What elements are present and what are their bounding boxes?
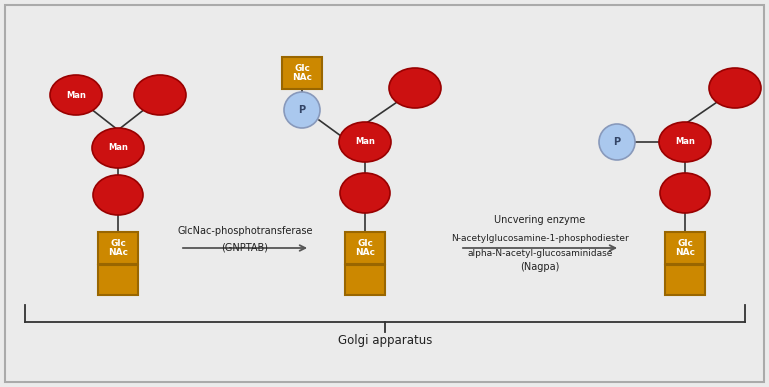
Text: Glc
NAc: Glc NAc (355, 239, 375, 257)
Text: alpha-N-acetyl-glucosaminidase: alpha-N-acetyl-glucosaminidase (468, 249, 613, 258)
Ellipse shape (50, 75, 102, 115)
Ellipse shape (134, 75, 186, 115)
FancyBboxPatch shape (345, 265, 385, 295)
FancyBboxPatch shape (282, 57, 322, 89)
Ellipse shape (92, 128, 144, 168)
Circle shape (599, 124, 635, 160)
Ellipse shape (660, 173, 710, 213)
FancyBboxPatch shape (98, 265, 138, 295)
Text: (Nagpa): (Nagpa) (521, 262, 560, 272)
Text: Man: Man (675, 137, 695, 147)
Text: Man: Man (355, 137, 375, 147)
Text: Glc
NAc: Glc NAc (108, 239, 128, 257)
Ellipse shape (389, 68, 441, 108)
Ellipse shape (340, 173, 390, 213)
Ellipse shape (709, 68, 761, 108)
FancyBboxPatch shape (345, 232, 385, 264)
Text: P: P (614, 137, 621, 147)
Text: N-acetylglucosamine-1-phosphodiester: N-acetylglucosamine-1-phosphodiester (451, 234, 629, 243)
FancyBboxPatch shape (665, 265, 705, 295)
Text: Glc
NAc: Glc NAc (675, 239, 695, 257)
FancyBboxPatch shape (665, 232, 705, 264)
Circle shape (284, 92, 320, 128)
Ellipse shape (659, 122, 711, 162)
Text: P: P (298, 105, 305, 115)
FancyBboxPatch shape (98, 232, 138, 264)
Text: Man: Man (66, 91, 86, 99)
Text: (GNPTAB): (GNPTAB) (221, 243, 268, 253)
Text: Golgi apparatus: Golgi apparatus (338, 334, 432, 347)
Text: Uncvering enzyme: Uncvering enzyme (494, 215, 586, 225)
Ellipse shape (339, 122, 391, 162)
Text: Glc
NAc: Glc NAc (292, 63, 312, 82)
Ellipse shape (93, 175, 143, 215)
Text: Man: Man (108, 144, 128, 152)
Text: GlcNac-phosphotransferase: GlcNac-phosphotransferase (177, 226, 313, 236)
